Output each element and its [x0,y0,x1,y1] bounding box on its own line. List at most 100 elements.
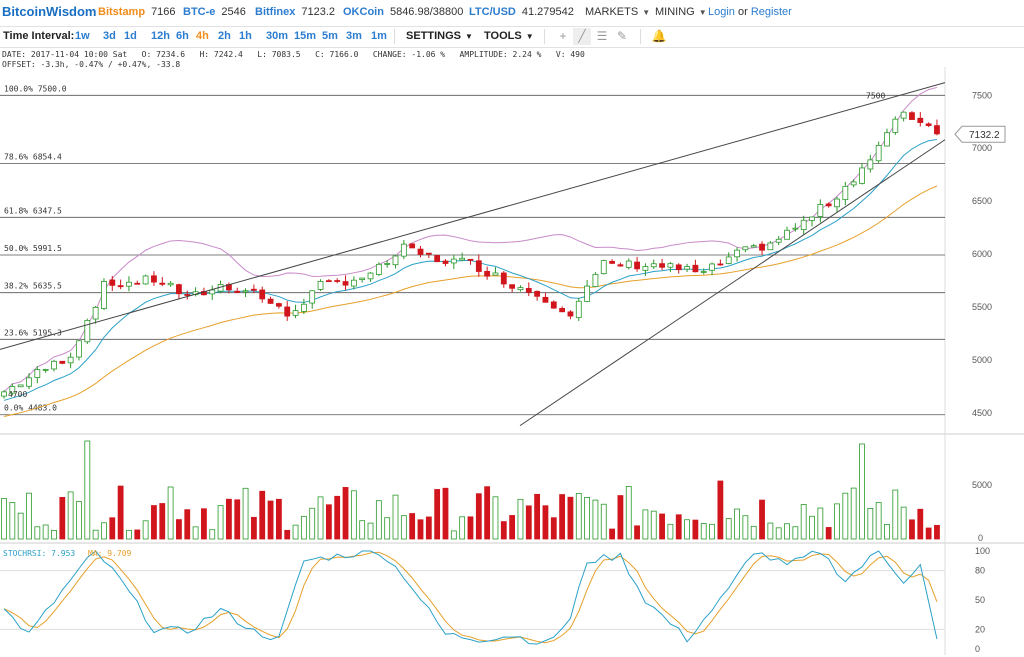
volume-bar [792,526,799,540]
candle-body [934,125,940,135]
candle-body [126,281,132,287]
volume-bar [192,526,199,540]
tools-menu[interactable]: TOOLS ▼ [484,30,534,42]
volume-bar [9,502,16,540]
ticker-bitstamp[interactable]: Bitstamp 7166 [98,6,176,18]
volume-bar [267,500,274,540]
trendline-icon[interactable]: ╱ [573,28,591,45]
trend-line-upper [0,82,946,350]
volume-bar [42,524,49,540]
candle-body [184,294,191,296]
candle-body [42,369,49,371]
candle-body [617,264,624,267]
candle-body [375,263,382,275]
candle-body [634,261,640,270]
candle-body [309,290,316,304]
volume-bar [534,493,541,540]
volume-bar [242,487,249,540]
volume-bar [392,494,399,540]
stochrsi-ma-line [3,551,938,644]
interval-3d[interactable]: 3d [103,30,116,42]
interval-1w[interactable]: 1w [75,30,90,42]
fib-level-label: 61.8% 6347.5 [4,206,62,215]
volume-bar [517,498,524,540]
interval-4h[interactable]: 4h [196,30,209,42]
ticker-btce[interactable]: BTC-e 2546 [183,6,246,18]
volume-bar [617,495,624,540]
volume-bar [159,503,166,540]
interval-5m[interactable]: 5m [322,30,338,42]
candle-body [151,275,157,283]
alert-bell-icon[interactable]: 🔔 [651,29,667,43]
volume-bar [500,521,507,540]
candle-body [17,384,24,388]
fib-level-label: 0.0% 4483.0 [4,404,57,413]
interval-30m[interactable]: 30m [266,30,289,42]
candle-body [275,303,282,307]
draw-icon[interactable]: ✎ [616,29,628,43]
mining-menu[interactable]: MINING ▼ [655,6,707,18]
volume-bar [642,509,649,540]
stochrsi-axis-label: 50 [975,595,985,605]
candle-body [550,301,557,309]
brand-logo[interactable]: BitcoinWisdom [2,4,97,19]
candle-body [434,255,441,263]
time-interval-label: Time Interval: [3,30,75,42]
volume-axis-label: 0 [978,533,983,543]
candle-body [625,260,632,268]
volume-bar [284,529,291,540]
volume-bar [450,530,457,540]
volume-bar [892,489,899,540]
candle-body [692,264,699,273]
volume-bar [475,493,482,540]
volume-bar [59,497,66,540]
volume-bar [367,522,374,540]
interval-6h[interactable]: 6h [176,30,189,42]
volume-bar [84,440,91,540]
volume-bar [825,527,832,540]
volume-bar [34,526,41,540]
price-axis-label: 6000 [972,249,992,259]
interval-15m[interactable]: 15m [294,30,317,42]
candle-body [609,260,615,264]
candle-body [909,112,915,120]
volume-bar [92,529,99,540]
candle-body [84,320,91,343]
ohlc-info: DATE: 2017-11-04 10:00 Sat O: 7234.6 H: … [2,50,585,59]
candle-body [709,263,715,271]
volume-bar [909,519,915,540]
top-nav-bar: BitcoinWisdom Bitstamp 7166 BTC-e 2546 Bit… [0,0,1024,27]
ticker-ltcusd[interactable]: LTC/USD 41.279542 [469,6,574,18]
interval-1h[interactable]: 1h [239,30,252,42]
interval-1d[interactable]: 1d [124,30,137,42]
volume-bar [342,487,349,540]
candle-body [392,255,399,266]
stochrsi-axis-label: 0 [975,644,980,654]
volume-bar [550,517,557,540]
interval-2h[interactable]: 2h [218,30,231,42]
volume-bar [217,505,224,540]
ticker-bitfinex[interactable]: Bitfinex 7123.2 [255,6,335,18]
interval-3m[interactable]: 3m [346,30,362,42]
volume-bar [584,496,590,540]
ticker-okcoin[interactable]: OKCoin 5846.98/38800 [343,6,464,18]
login-link[interactable]: Login [708,6,735,18]
horizontal-lines-icon[interactable]: ☰ [596,29,608,43]
stochrsi-line [3,550,938,645]
candle-body [525,288,532,293]
crosshair-icon[interactable]: + [559,29,567,43]
candle-body [684,266,690,270]
volume-bar [409,513,416,540]
volume-bar [126,529,132,540]
register-link[interactable]: Register [750,6,792,18]
markets-menu[interactable]: MARKETS ▼ [585,6,651,18]
volume-bar [667,523,674,540]
settings-menu[interactable]: SETTINGS ▼ [406,30,473,42]
candle-body [900,111,907,119]
toolbar-divider [544,29,545,44]
candle-body [26,377,32,387]
interval-12h[interactable]: 12h [151,30,170,42]
interval-1m[interactable]: 1m [371,30,387,42]
volume-bar [850,487,857,540]
